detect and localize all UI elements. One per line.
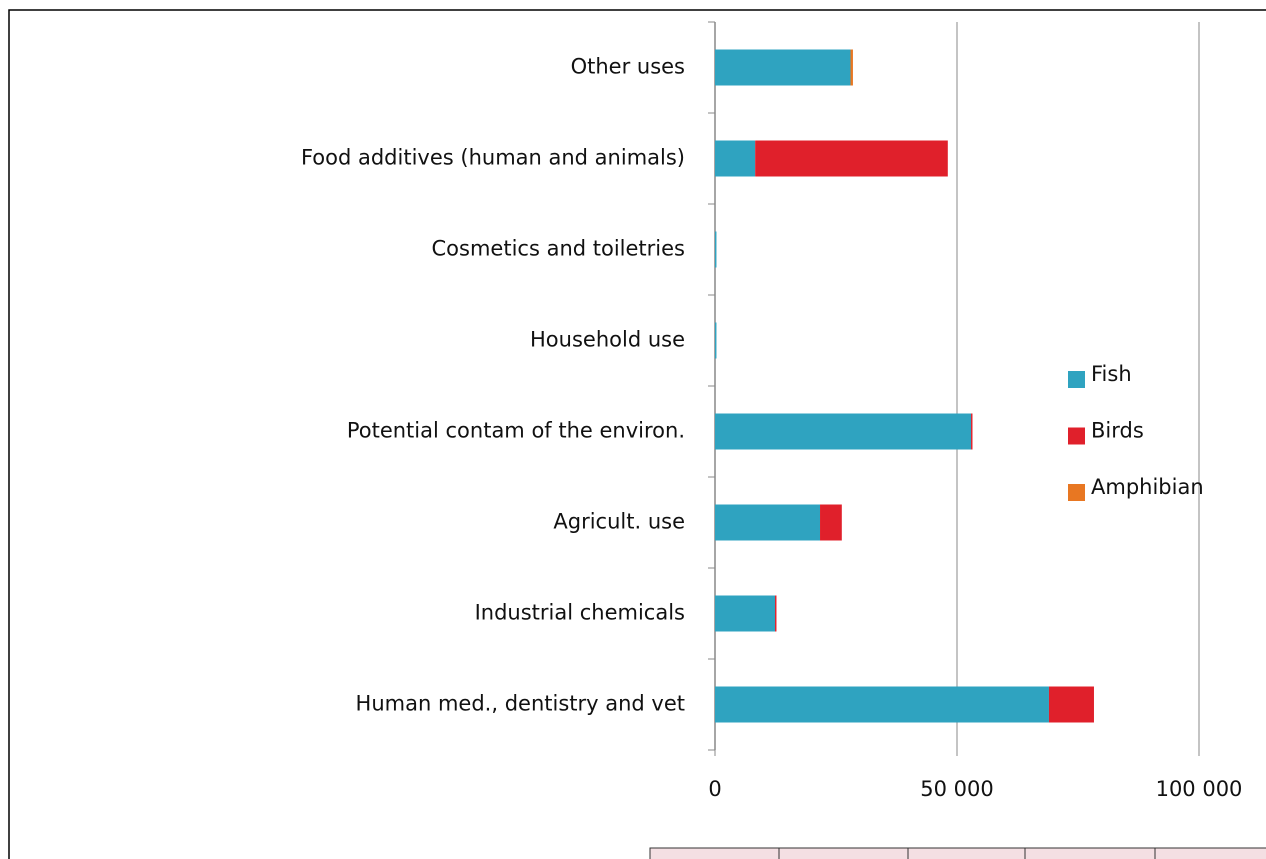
bar-segment [715, 140, 756, 177]
bar-segment [755, 140, 948, 177]
bar-segment [850, 49, 853, 86]
x-tick-label: 100 000 [1156, 777, 1243, 801]
legend-swatch [1068, 371, 1085, 388]
legend-label: Fish [1091, 362, 1132, 386]
bar-segment [715, 322, 717, 359]
legend-label: Birds [1091, 419, 1144, 443]
bar-segment [775, 595, 777, 632]
bar-segment [715, 595, 776, 632]
category-label: Agricult. use [553, 510, 685, 534]
legend-label: Amphibian [1091, 475, 1204, 499]
bar-segment [715, 49, 851, 86]
category-label: Food additives (human and animals) [301, 146, 685, 170]
category-label: Household use [530, 328, 685, 352]
bar-segment [715, 504, 821, 541]
table-fragment [649, 847, 1266, 859]
x-tick-label: 50 000 [920, 777, 993, 801]
category-label: Potential contam of the environ. [347, 419, 685, 443]
x-tick-label: 0 [708, 777, 721, 801]
legend-swatch [1068, 484, 1085, 501]
bar-segment [715, 413, 972, 450]
bar-segment [971, 413, 973, 450]
bar-segment [1048, 686, 1094, 723]
category-label: Cosmetics and toiletries [432, 237, 685, 261]
bar-segment [715, 686, 1049, 723]
category-label: Other uses [571, 55, 685, 79]
category-label: Human med., dentistry and vet [356, 692, 685, 716]
category-label: Industrial chemicals [475, 601, 685, 625]
bar-segment [820, 504, 842, 541]
bar-segment [715, 231, 717, 268]
legend-swatch [1068, 427, 1085, 445]
